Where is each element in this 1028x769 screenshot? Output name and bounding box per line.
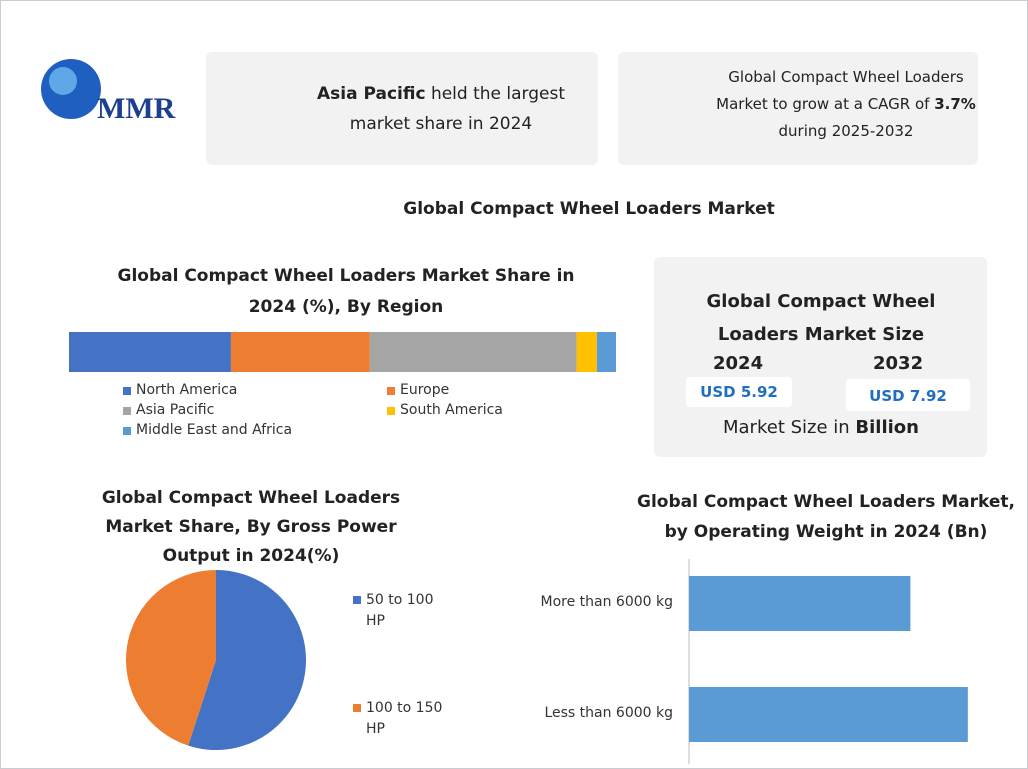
info-card <box>618 52 978 165</box>
pie-slice <box>125 570 216 746</box>
bar <box>689 576 911 631</box>
legend-swatch <box>123 427 131 435</box>
card-text: Asia Pacific held the largest market sha… <box>306 79 576 139</box>
size-value: USD 5.92 <box>686 377 792 407</box>
bar-segment <box>369 332 577 372</box>
legend-label: 50 to 100 HP <box>366 592 434 629</box>
chart-title: Global Compact Wheel Loaders Market Shar… <box>101 488 401 566</box>
logo-text: MMR <box>97 92 176 125</box>
pie-slice <box>188 570 306 750</box>
size-year: 2032 <box>873 353 924 374</box>
legend-swatch <box>387 387 395 395</box>
size-title: Global Compact Wheel Loaders Market Size <box>706 291 936 345</box>
main-title: Global Compact Wheel Loaders Market <box>403 199 775 219</box>
size-note-highlight: Billion <box>855 417 919 438</box>
legend-label: Asia Pacific <box>136 402 215 418</box>
size-note: Market Size in Billion <box>691 417 951 438</box>
legend-swatch <box>387 407 395 415</box>
legend-swatch <box>353 704 361 712</box>
info-card <box>206 52 598 165</box>
legend-swatch <box>123 387 131 395</box>
legend-label: 100 to 150 HP <box>366 700 443 737</box>
legend-label: Europe <box>400 382 450 398</box>
legend-label: Middle East and Africa <box>136 422 293 438</box>
size-panel <box>654 257 987 457</box>
logo-globe-highlight <box>49 67 77 95</box>
bar-segment <box>576 332 597 372</box>
card-text-part: held the largest market share in 2024 <box>349 84 566 134</box>
legend-swatch <box>123 407 131 415</box>
size-year: 2024 <box>713 353 764 374</box>
chart-title: Global Compact Wheel Loaders Market, by … <box>637 492 1015 542</box>
card-highlight: 3.7% <box>934 95 976 113</box>
card-text-part: Global Compact Wheel Loaders Market to g… <box>716 68 964 113</box>
legend-label: North America <box>136 382 238 398</box>
size-value: USD 7.92 <box>846 379 970 411</box>
bar-segment <box>69 332 231 372</box>
size-note-part: Market Size in <box>723 417 856 438</box>
chart-title: Global Compact Wheel Loaders Market Shar… <box>117 266 575 317</box>
card-text: Global Compact Wheel Loaders Market to g… <box>713 64 979 145</box>
bar-segment <box>230 332 370 372</box>
card-text-part: during 2025-2032 <box>778 122 914 140</box>
legend-swatch <box>353 596 361 604</box>
y-tick-label: Less than 6000 kg <box>544 705 673 721</box>
bar <box>689 687 968 742</box>
legend-label: South America <box>400 402 503 418</box>
y-tick-label: More than 6000 kg <box>540 594 674 610</box>
card-highlight: Asia Pacific <box>316 84 426 104</box>
bar-segment <box>596 332 616 372</box>
